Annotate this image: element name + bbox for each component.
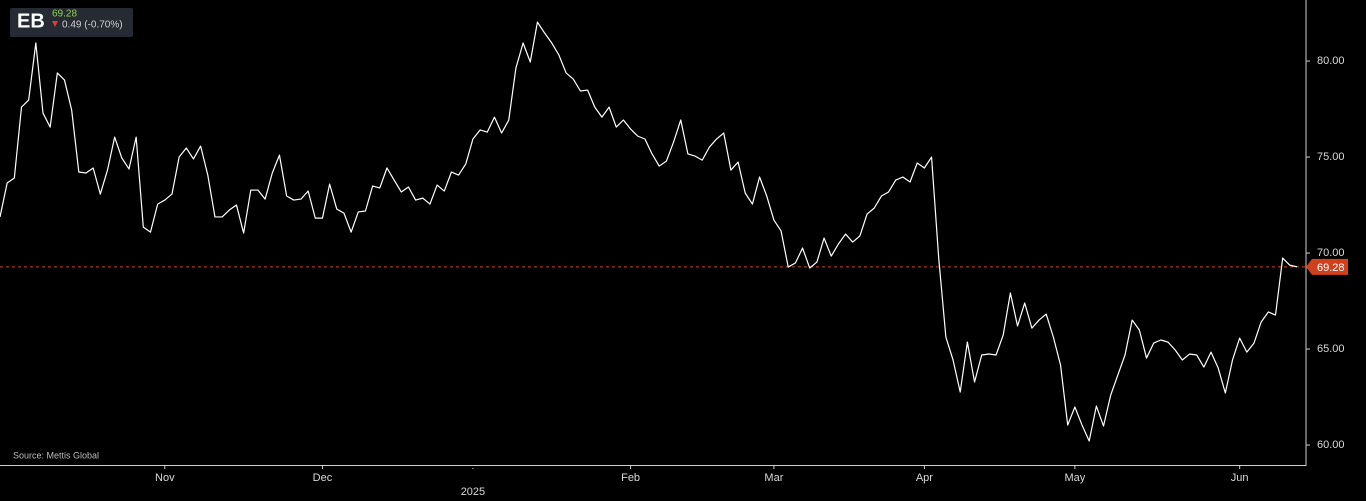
y-tick-label: 70.00 — [1317, 247, 1345, 259]
down-arrow — [52, 21, 58, 27]
header-background — [10, 8, 133, 37]
x-tick-label: 2025 — [461, 486, 485, 498]
last-price: 69.28 — [52, 9, 77, 20]
x-tick-label: Feb — [621, 472, 640, 484]
y-tick-label: 80.00 — [1317, 55, 1345, 67]
x-tick-label: Apr — [916, 472, 933, 484]
x-tick-label: Nov — [155, 472, 175, 484]
x-tick-label: Dec — [313, 472, 333, 484]
x-tick-label: Mar — [764, 472, 783, 484]
price-line — [0, 21, 1298, 442]
x-tick-label: Jun — [1231, 472, 1249, 484]
price-change: 0.49 (-0.70%) — [62, 20, 123, 31]
ticker: EB — [17, 10, 45, 32]
last-price-tag — [1306, 258, 1348, 275]
last-price-tag-label: 69.28 — [1317, 262, 1345, 274]
y-tick-label: 65.00 — [1317, 343, 1345, 355]
y-tick-label: 75.00 — [1317, 151, 1345, 163]
x-tick-label: May — [1064, 472, 1085, 484]
source: Source: Mettis Global — [13, 450, 99, 460]
y-tick-label: 60.00 — [1317, 439, 1345, 451]
header-box: EB 69.28 0.49 (-0.70%) — [10, 8, 133, 37]
